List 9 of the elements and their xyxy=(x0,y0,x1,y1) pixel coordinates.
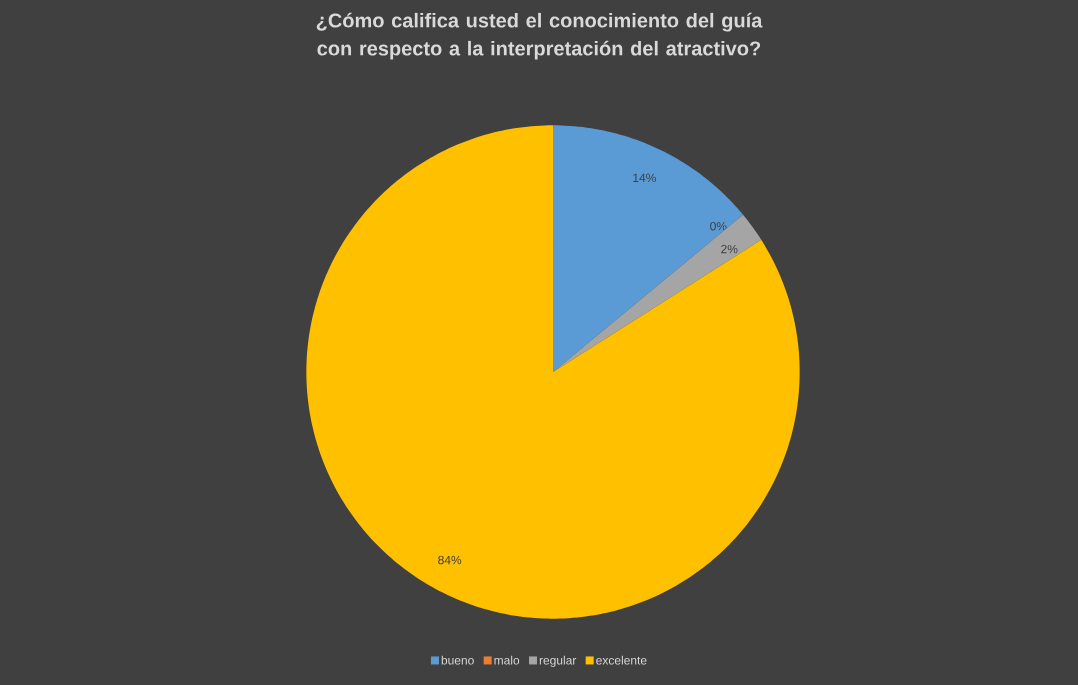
data-label: 84% xyxy=(438,555,462,565)
data-label: 2% xyxy=(721,244,738,254)
legend-label: malo xyxy=(494,655,520,665)
legend-label: bueno xyxy=(441,655,474,665)
data-label: 14% xyxy=(633,173,656,182)
chart-title: ¿Cómo califica usted el conocimiento del guía con respecto a la interpretación del atractivo? xyxy=(316,12,763,60)
legend-label: excelente xyxy=(596,655,647,665)
text: 0% xyxy=(710,221,727,231)
legend-label: regular xyxy=(539,655,577,667)
